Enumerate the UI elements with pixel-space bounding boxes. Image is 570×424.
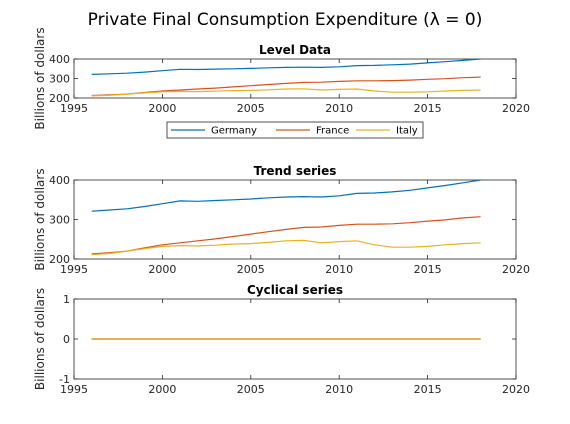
panel-title: Trend series [254, 164, 337, 178]
panel-title: Cyclical series [247, 283, 343, 297]
x-tick-label: 2010 [325, 263, 353, 276]
x-tick-label: 2015 [414, 383, 442, 396]
panel-3: 1995 2000 2005 2010 2015 2020 -1 0 1 Cyclical ser… [33, 283, 530, 396]
series-line-france [91, 216, 481, 255]
series-line-italy [91, 239, 481, 256]
legend-label-italy: Italy [396, 126, 418, 137]
y-tick-label: 200 [49, 92, 70, 105]
x-tick-label: 2020 [502, 263, 530, 276]
y-tick-label: 400 [49, 53, 70, 66]
series-line-france [91, 76, 481, 97]
y-tick-label: 1 [63, 293, 70, 306]
legend: Germany France Italy [166, 121, 424, 139]
y-axis-label: Billions of dollars [33, 168, 47, 270]
figure-title: Private Final Consumption Expenditure (λ… [88, 10, 483, 30]
y-tick-label: 300 [49, 73, 70, 86]
y-axis-label: Billions of dollars [33, 288, 47, 390]
y-tick-label: 300 [49, 214, 70, 227]
y-tick-label: 400 [49, 174, 70, 187]
x-tick-label: 2015 [414, 263, 442, 276]
x-tick-label: 2015 [414, 102, 442, 115]
x-tick-label: 1995 [60, 263, 88, 276]
x-tick-label: 2005 [237, 383, 265, 396]
y-tick-label: 200 [49, 253, 70, 266]
y-tick-label: 0 [63, 333, 70, 346]
x-tick-label: 2005 [237, 102, 265, 115]
y-axis-label: Billions of dollars [33, 27, 47, 129]
y-tick-label: -1 [59, 373, 70, 386]
series-line-germany [91, 179, 481, 212]
panel-1: 1995 2000 2005 2010 2015 2020 200 300 400 Level D… [33, 27, 530, 129]
x-tick-label: 2010 [325, 102, 353, 115]
x-tick-label: 2000 [148, 263, 176, 276]
panel-2: 1995 2000 2005 2010 2015 2020 200 300 400 Trend s… [33, 164, 530, 276]
legend-label-germany: Germany [211, 126, 257, 137]
legend-label-france: France [316, 126, 349, 137]
panel-title: Level Data [259, 43, 331, 57]
x-tick-label: 2010 [325, 383, 353, 396]
x-tick-label: 2005 [237, 263, 265, 276]
x-tick-label: 2000 [148, 102, 176, 115]
x-tick-label: 2020 [502, 383, 530, 396]
x-tick-label: 2000 [148, 383, 176, 396]
series-line-italy [91, 88, 481, 97]
x-tick-label: 1995 [60, 102, 88, 115]
series-line-germany [91, 58, 481, 75]
x-tick-label: 1995 [60, 383, 88, 396]
x-tick-label: 2020 [502, 102, 530, 115]
